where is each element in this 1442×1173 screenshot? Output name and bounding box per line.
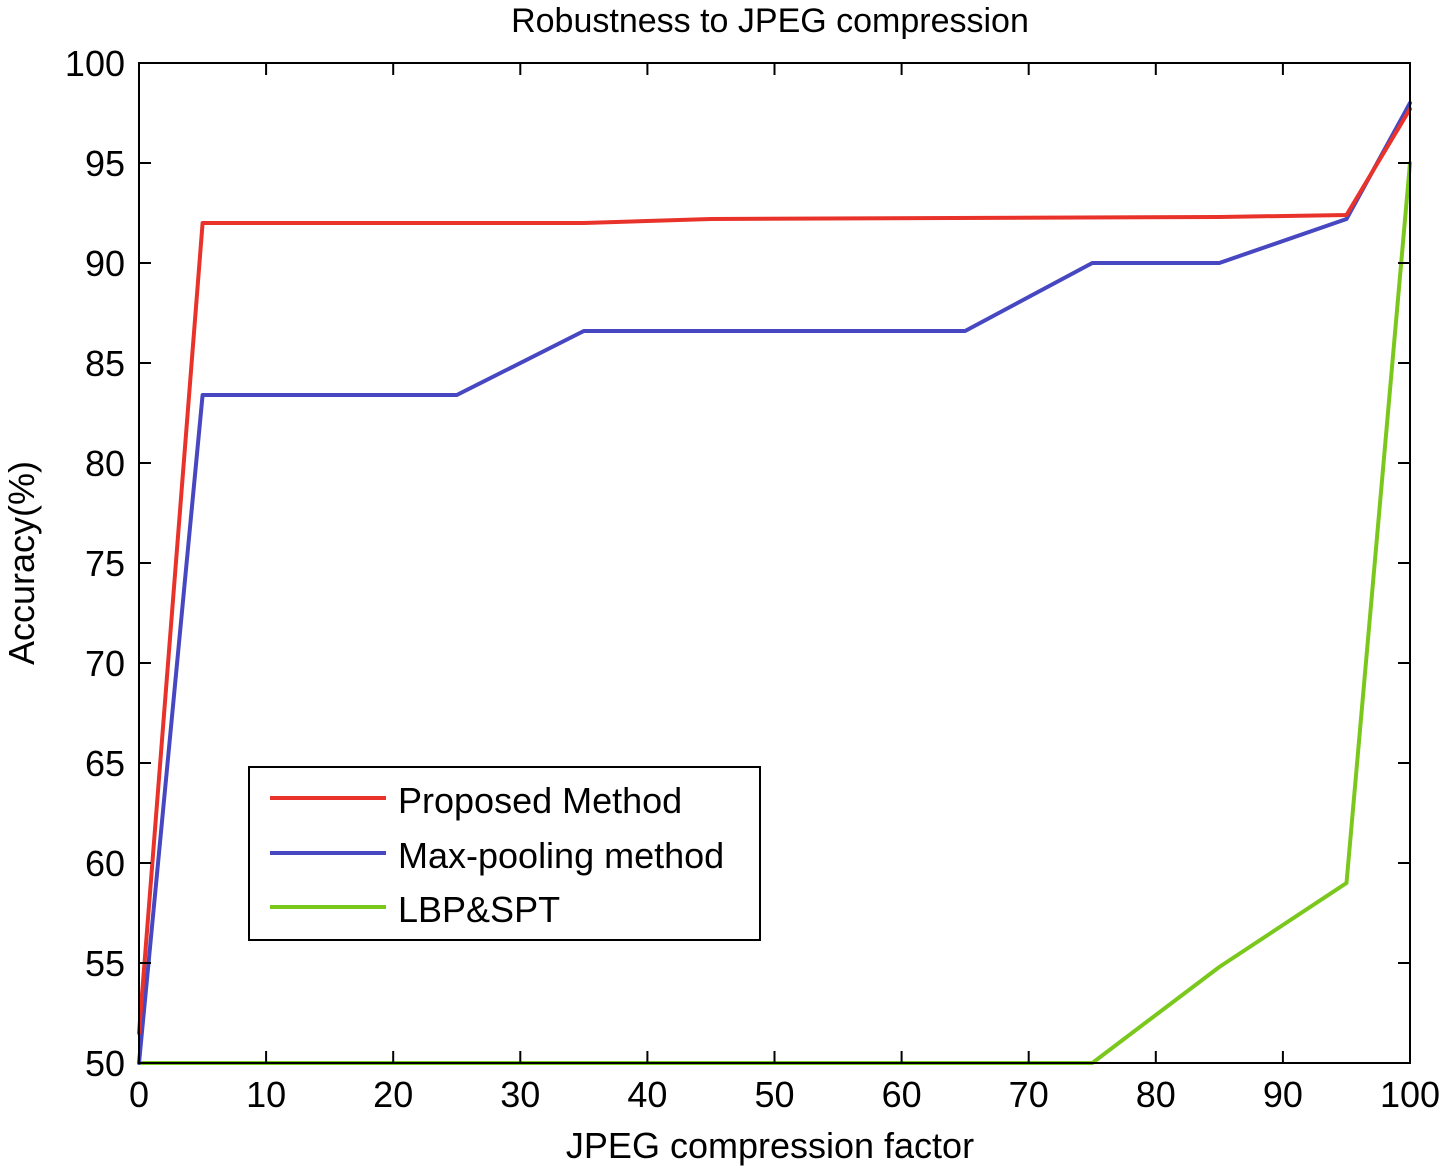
- y-tick-label: 65: [85, 743, 125, 784]
- y-tick-label: 85: [85, 343, 125, 384]
- x-tick-label: 70: [1009, 1074, 1049, 1115]
- y-tick-label: 75: [85, 543, 125, 584]
- y-tick-label: 80: [85, 443, 125, 484]
- x-tick-label: 40: [627, 1074, 667, 1115]
- x-tick-label: 10: [246, 1074, 286, 1115]
- legend: Proposed Method Max-pooling method LBP&SPT: [248, 766, 761, 941]
- x-tick-label: 100: [1380, 1074, 1440, 1115]
- legend-label: Proposed Method: [398, 780, 682, 821]
- x-tick-label: 80: [1136, 1074, 1176, 1115]
- x-tick-label: 90: [1263, 1074, 1303, 1115]
- y-tick-label: 90: [85, 243, 125, 284]
- x-tick-label: 20: [373, 1074, 413, 1115]
- x-tick-label: 30: [500, 1074, 540, 1115]
- y-axis-label: Accuracy(%): [1, 461, 42, 665]
- y-tick-label: 100: [65, 43, 125, 84]
- series-line-max-pooling-method: [137, 101, 1412, 1065]
- chart-title: Robustness to JPEG compression: [511, 2, 1029, 40]
- y-tick-label: 55: [85, 943, 125, 984]
- legend-label: Max-pooling method: [398, 835, 724, 876]
- y-axis: 50 55 60 65 70 75 80 85 90 95 100: [65, 43, 1410, 1084]
- y-tick-label: 70: [85, 643, 125, 684]
- legend-label: LBP&SPT: [398, 889, 560, 930]
- x-tick-label: 50: [754, 1074, 794, 1115]
- x-tick-label: 60: [882, 1074, 922, 1115]
- y-tick-label: 50: [85, 1043, 125, 1084]
- x-tick-label: 0: [129, 1074, 149, 1115]
- x-axis: 0 10 20 30 40 50 60 70 80 90 100: [129, 63, 1440, 1115]
- series-line-proposed-method: [137, 107, 1412, 1035]
- x-axis-label: JPEG compression factor: [566, 1125, 974, 1166]
- y-tick-label: 60: [85, 843, 125, 884]
- y-tick-label: 95: [85, 143, 125, 184]
